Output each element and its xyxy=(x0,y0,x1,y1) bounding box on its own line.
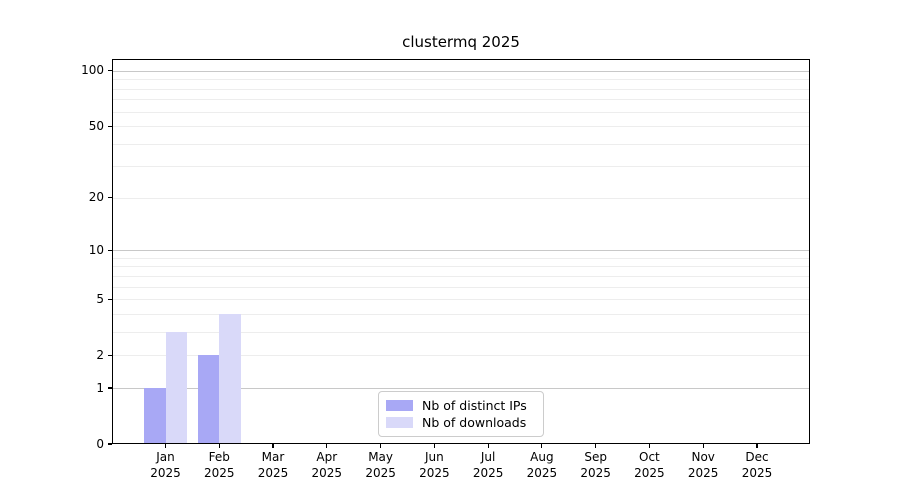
gridline-y-8 xyxy=(112,266,810,268)
x-tick-oct xyxy=(648,444,650,448)
y-tick-5 xyxy=(107,298,112,300)
gridline-y-30 xyxy=(112,166,810,168)
legend-item-distinct-ips: Nb of distinct IPs xyxy=(386,397,535,414)
x-tick-label-dec: Dec 2025 xyxy=(741,450,773,480)
gridline-y-20 xyxy=(112,197,810,199)
y-tick-label-0: 0 xyxy=(96,436,104,451)
gridline-major-y-100 xyxy=(112,70,810,72)
x-tick-label-oct: Oct 2025 xyxy=(634,450,665,480)
x-tick-label-jul: Jul 2025 xyxy=(472,450,504,480)
y-tick-10 xyxy=(107,249,112,251)
x-tick-dec xyxy=(756,444,758,448)
x-tick-apr xyxy=(326,444,328,448)
x-tick-may xyxy=(380,444,382,448)
y-tick-label-20: 20 xyxy=(88,190,104,205)
x-tick-nov xyxy=(702,444,704,448)
x-tick-jul xyxy=(487,444,489,448)
x-tick-label-nov: Nov 2025 xyxy=(687,450,719,480)
bar-downloads-jan xyxy=(165,331,187,444)
y-tick-100 xyxy=(107,70,112,72)
x-tick-feb xyxy=(218,444,220,448)
legend-label-distinct-ips: Nb of distinct IPs xyxy=(422,397,527,413)
chart-title: clustermq 2025 xyxy=(402,33,520,51)
gridline-y-60 xyxy=(112,111,810,113)
x-tick-label-jan: Jan 2025 xyxy=(150,450,181,480)
gridline-y-7 xyxy=(112,275,810,277)
gridline-y-80 xyxy=(112,88,810,90)
y-tick-label-50: 50 xyxy=(88,118,104,133)
x-tick-label-aug: Aug 2025 xyxy=(526,450,558,480)
x-tick-label-jun: Jun 2025 xyxy=(419,450,450,480)
gridline-y-50 xyxy=(112,126,810,128)
x-tick-label-feb: Feb 2025 xyxy=(204,450,235,480)
x-tick-label-mar: Mar 2025 xyxy=(257,450,289,480)
x-tick-jun xyxy=(433,444,435,448)
y-tick-label-10: 10 xyxy=(88,242,104,257)
x-tick-label-apr: Apr 2025 xyxy=(311,450,343,480)
legend: Nb of distinct IPs Nb of downloads xyxy=(378,391,544,437)
gridline-y-9 xyxy=(112,257,810,259)
y-tick-label-1: 1 xyxy=(96,380,104,395)
bar-downloads-feb xyxy=(219,313,241,444)
legend-item-downloads: Nb of downloads xyxy=(386,414,535,431)
x-tick-sep xyxy=(595,444,597,448)
gridline-major-y-10 xyxy=(112,250,810,252)
y-tick-0 xyxy=(107,443,112,445)
bar-distinct-ips-feb xyxy=(197,355,220,444)
x-tick-label-may: May 2025 xyxy=(365,450,396,480)
x-tick-label-sep: Sep 2025 xyxy=(580,450,611,480)
gridline-y-90 xyxy=(112,79,810,81)
gridline-y-70 xyxy=(112,99,810,101)
gridline-y-3 xyxy=(112,331,810,333)
gridline-y-4 xyxy=(112,313,810,315)
y-tick-label-2: 2 xyxy=(96,347,104,362)
x-tick-aug xyxy=(541,444,543,448)
gridline-y-2 xyxy=(112,355,810,357)
y-tick-2 xyxy=(107,354,112,356)
x-tick-mar xyxy=(272,444,274,448)
plot-area xyxy=(112,59,810,444)
y-tick-50 xyxy=(107,125,112,127)
gridline-y-5 xyxy=(112,299,810,301)
gridline-y-40 xyxy=(112,143,810,145)
y-tick-label-100: 100 xyxy=(81,63,104,78)
bar-distinct-ips-jan xyxy=(144,388,166,444)
legend-label-downloads: Nb of downloads xyxy=(422,414,527,430)
y-tick-20 xyxy=(107,197,112,199)
y-tick-label-5: 5 xyxy=(96,291,104,306)
legend-swatch-downloads xyxy=(386,417,413,428)
legend-swatch-distinct-ips xyxy=(386,400,413,411)
x-tick-jan xyxy=(164,444,167,448)
gridline-y-6 xyxy=(112,286,810,288)
y-tick-1 xyxy=(107,387,112,389)
gridline-major-y-1 xyxy=(112,388,810,389)
